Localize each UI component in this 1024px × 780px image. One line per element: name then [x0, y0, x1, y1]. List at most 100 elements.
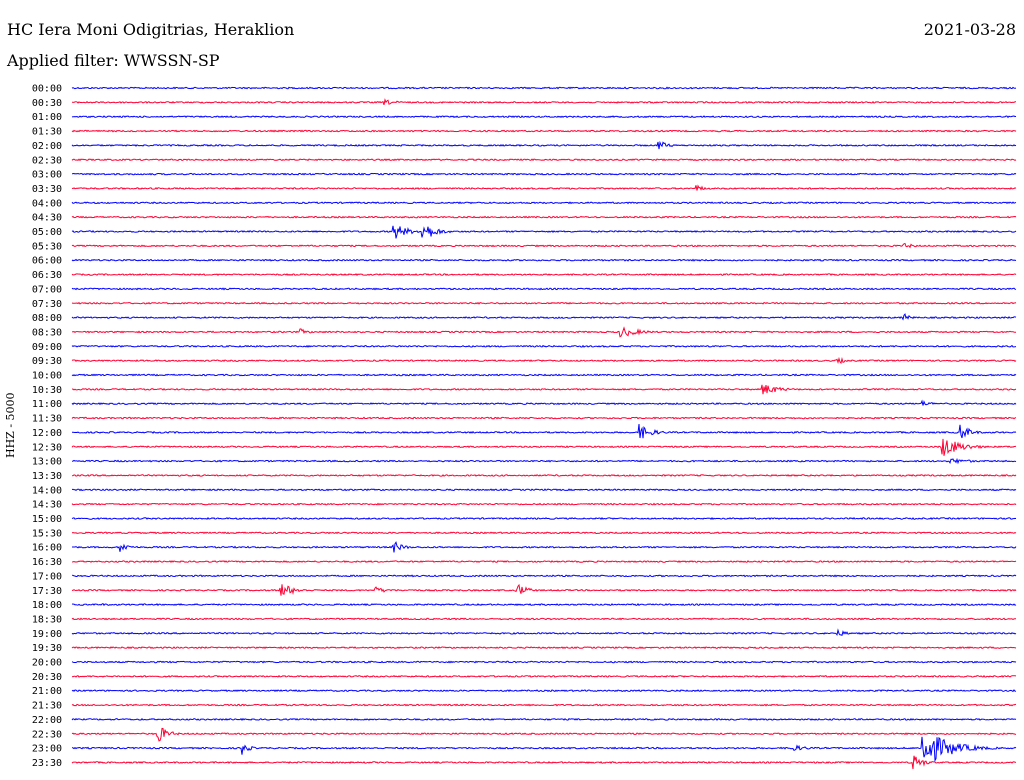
trace-line — [71, 574, 1017, 578]
trace-line — [71, 457, 1017, 465]
record-date: 2021-03-28 — [923, 20, 1016, 39]
trace-line — [71, 689, 1017, 693]
trace-line — [71, 583, 1017, 596]
row-label: 14:30 — [32, 500, 62, 511]
row-label: 09:00 — [32, 342, 62, 353]
row-label: 11:30 — [32, 414, 62, 425]
row-label: 13:30 — [32, 471, 62, 482]
trace-line — [71, 184, 1017, 191]
row-label: 08:00 — [32, 313, 62, 324]
trace-line — [71, 717, 1017, 721]
trace-line — [71, 502, 1017, 506]
row-label: 20:00 — [32, 658, 62, 669]
trace-line — [71, 736, 1017, 763]
station-title: HC Iera Moni Odigitrias, Heraklion — [7, 20, 295, 39]
row-label: 12:30 — [32, 442, 62, 453]
trace-line — [71, 560, 1017, 564]
trace-line — [71, 129, 1017, 133]
row-label: 16:30 — [32, 557, 62, 568]
trace-line — [71, 416, 1017, 420]
trace-line — [71, 273, 1017, 276]
row-label: 07:00 — [32, 284, 62, 295]
row-label: 10:30 — [32, 385, 62, 396]
row-label: 03:00 — [32, 170, 62, 181]
row-label: 04:00 — [32, 198, 62, 209]
trace-line — [71, 646, 1017, 650]
trace-line — [71, 356, 1017, 365]
row-label: 02:00 — [32, 141, 62, 152]
row-label: 21:30 — [32, 701, 62, 712]
seismogram-traces — [71, 86, 1017, 770]
trace-line — [71, 172, 1017, 176]
row-label: 02:30 — [32, 155, 62, 166]
trace-line — [71, 703, 1017, 707]
trace-line — [71, 344, 1017, 348]
trace-line — [71, 488, 1017, 492]
row-label: 15:30 — [32, 528, 62, 539]
row-label: 18:00 — [32, 600, 62, 611]
trace-line — [71, 755, 1017, 770]
row-label: 06:00 — [32, 256, 62, 267]
trace-line — [71, 727, 1017, 742]
row-label: 14:00 — [32, 485, 62, 496]
row-label: 00:00 — [32, 84, 62, 95]
row-label: 07:30 — [32, 299, 62, 310]
row-label: 22:30 — [32, 729, 62, 740]
trace-line — [71, 242, 1017, 249]
trace-line — [71, 474, 1017, 477]
time-row-labels: 00:00 00:30 01:00 01:30 02:00 02:30 03:00 03:30… — [32, 84, 62, 769]
row-label: 13:00 — [32, 457, 62, 468]
row-label: 09:30 — [32, 356, 62, 367]
trace-line — [71, 617, 1017, 621]
trace-line — [71, 373, 1017, 377]
trace-line — [71, 287, 1017, 291]
row-label: 15:00 — [32, 514, 62, 525]
trace-line — [71, 423, 1017, 439]
row-label: 05:30 — [32, 241, 62, 252]
trace-line — [71, 215, 1017, 219]
trace-line — [71, 158, 1017, 162]
row-label: 19:00 — [32, 629, 62, 640]
row-label: 03:30 — [32, 184, 62, 195]
row-label: 23:00 — [32, 744, 62, 755]
trace-line — [72, 541, 1017, 553]
row-label: 05:00 — [32, 227, 62, 238]
row-label: 04:30 — [32, 213, 62, 224]
trace-line — [71, 225, 1017, 239]
trace-line — [71, 384, 1017, 395]
row-label: 20:30 — [32, 672, 62, 683]
row-label: 06:30 — [32, 270, 62, 281]
trace-line — [71, 313, 1017, 321]
row-label: 00:30 — [32, 98, 62, 109]
trace-line — [71, 602, 1017, 607]
row-label: 21:00 — [32, 686, 62, 697]
row-label: 18:30 — [32, 614, 62, 625]
filter-label: Applied filter: WWSSN-SP — [7, 51, 220, 70]
row-label: 17:00 — [32, 571, 62, 582]
row-label: 19:30 — [32, 643, 62, 654]
trace-line — [71, 258, 1017, 262]
row-label: 17:30 — [32, 586, 62, 597]
trace-line — [71, 326, 1016, 338]
row-label: 22:00 — [32, 715, 62, 726]
trace-line — [71, 516, 1017, 520]
row-label: 01:30 — [32, 127, 62, 138]
row-label: 23:30 — [32, 758, 62, 769]
row-label: 01:00 — [32, 112, 62, 123]
trace-line — [71, 438, 1017, 456]
trace-line — [71, 660, 1017, 664]
trace-line — [71, 98, 1016, 106]
trace-line — [71, 628, 1017, 636]
row-label: 10:00 — [32, 371, 62, 382]
row-label: 08:30 — [32, 327, 62, 338]
row-label: 12:00 — [32, 428, 62, 439]
trace-line — [71, 674, 1017, 678]
trace-line — [71, 301, 1017, 305]
trace-line — [71, 399, 1017, 406]
trace-line — [71, 531, 1017, 535]
trace-line — [71, 201, 1017, 205]
row-label: 11:00 — [32, 399, 62, 410]
trace-line — [71, 140, 1017, 150]
trace-line — [71, 86, 1017, 90]
